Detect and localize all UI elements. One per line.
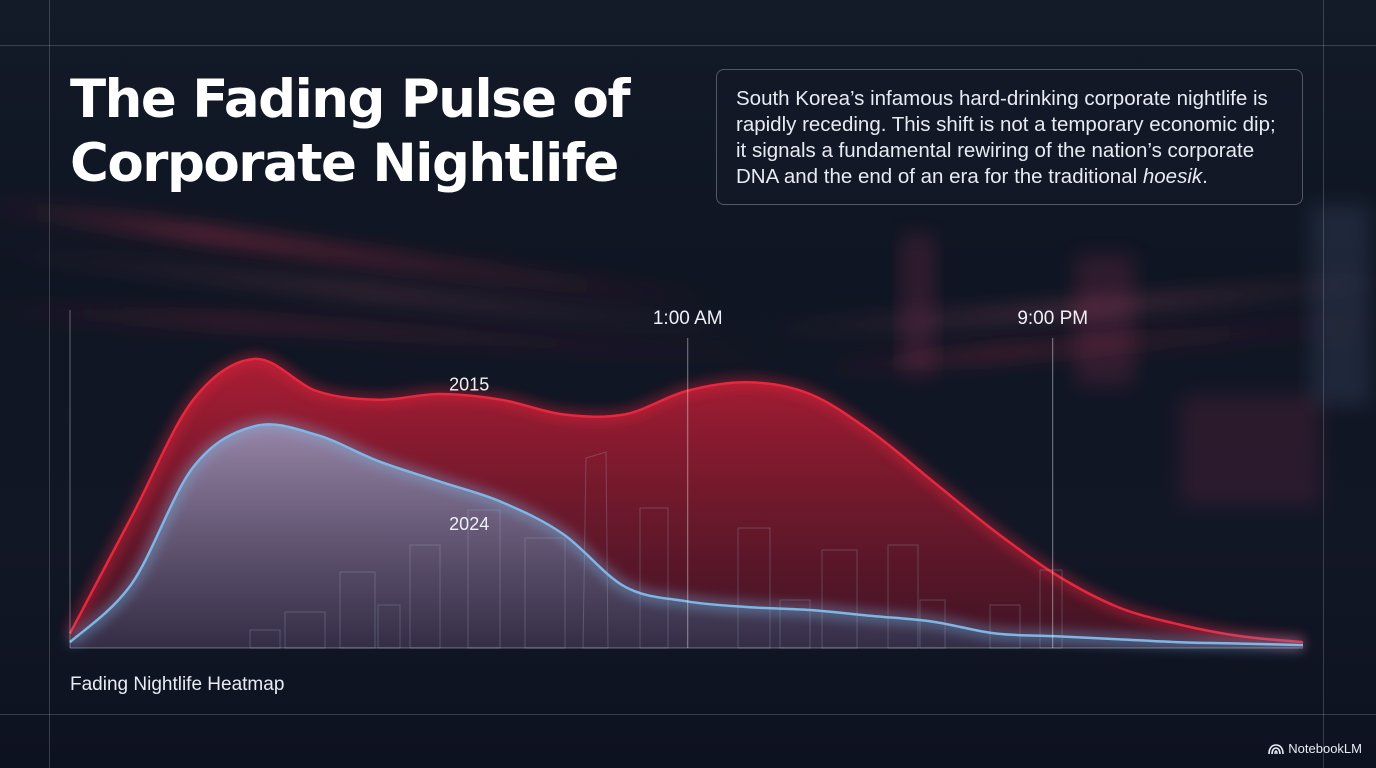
series-area-2024 xyxy=(70,424,1303,648)
chart-axes xyxy=(69,310,1303,649)
series-line-2024 xyxy=(69,423,1304,647)
series-label-2015: 2015 xyxy=(449,374,489,394)
frame-line-left xyxy=(49,0,50,768)
chart-title: Fading Nightlife Heatmap xyxy=(70,674,285,695)
frame-line-bottom xyxy=(0,714,1376,715)
marker-label-1-00-am: 1:00 AM xyxy=(653,308,723,329)
description-emphasis: hoesik xyxy=(1142,165,1203,188)
city-skyline-decoration xyxy=(249,451,1063,649)
description-text: South Korea’s infamous hard-drinking cor… xyxy=(736,87,1276,188)
brand-name: NotebookLM xyxy=(1288,741,1362,756)
series-label-2024: 2024 xyxy=(449,514,489,534)
page-title: The Fading Pulse of Corporate Nightlife xyxy=(70,68,631,196)
brand-watermark: NotebookLM xyxy=(1268,741,1362,756)
page-title-line-1: The Fading Pulse of xyxy=(70,69,631,130)
notebooklm-logo-icon xyxy=(1268,743,1285,754)
frame-line-top xyxy=(0,45,1376,46)
page-title-line-2: Corporate Nightlife xyxy=(70,133,619,194)
marker-label-9-00-pm: 9:00 PM xyxy=(1017,308,1088,329)
background-light-streaks xyxy=(0,202,1376,505)
series-line-2015 xyxy=(68,357,1304,644)
description-end: . xyxy=(1202,165,1208,188)
description-card: South Korea’s infamous hard-drinking cor… xyxy=(716,69,1303,205)
